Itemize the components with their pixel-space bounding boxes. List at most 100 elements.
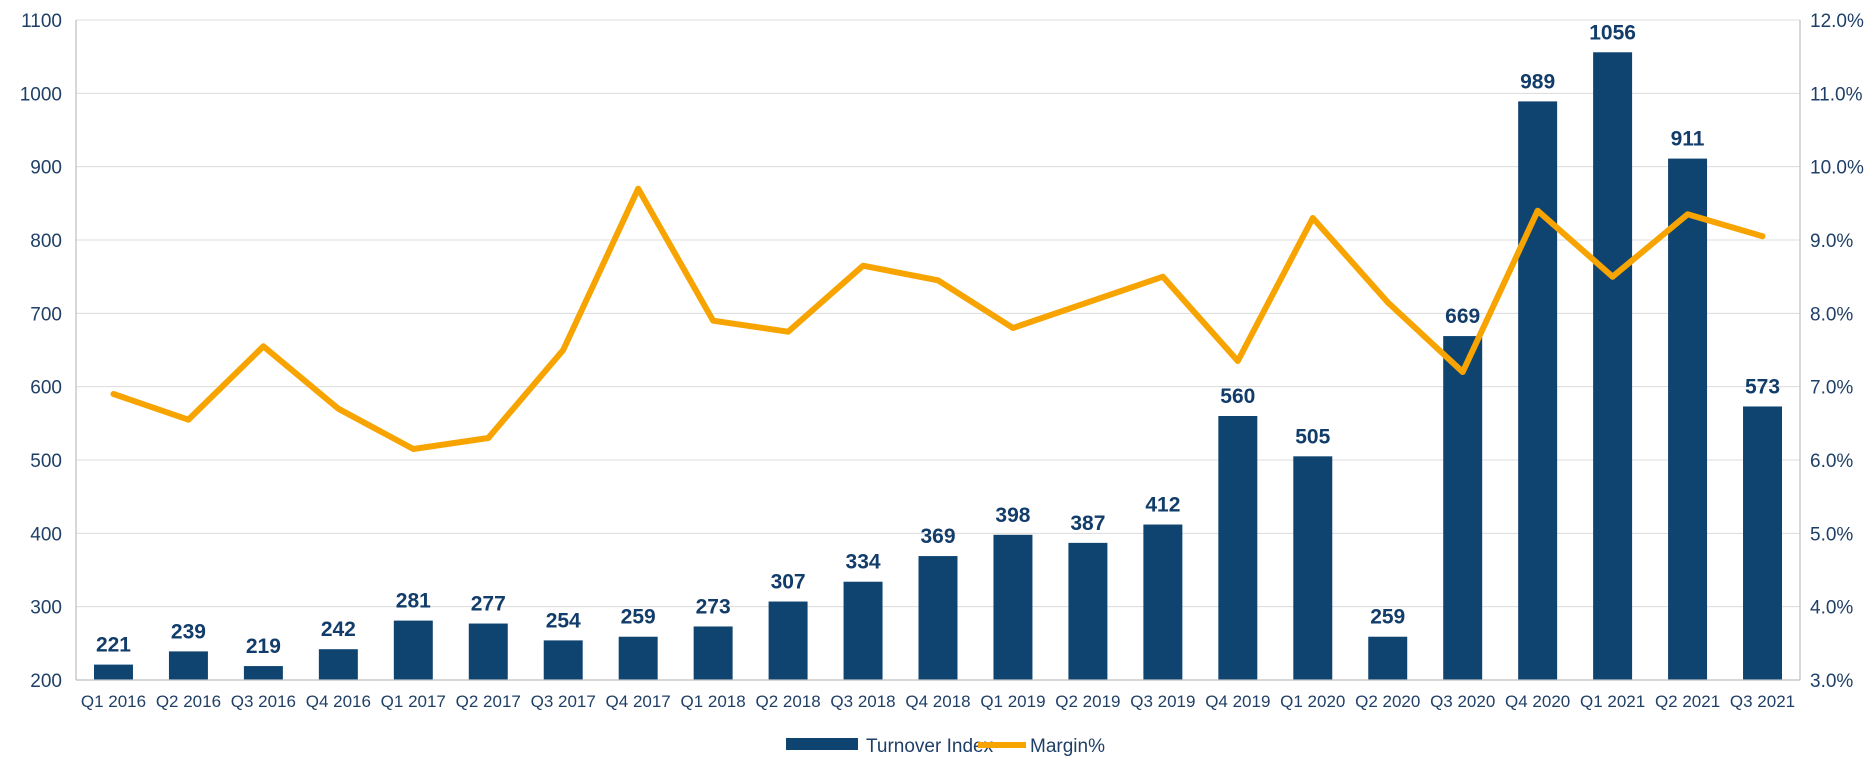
x-tick-label: Q4 2019 bbox=[1205, 692, 1270, 711]
left-y-tick-label: 700 bbox=[30, 304, 62, 325]
right-y-tick-label: 11.0% bbox=[1810, 84, 1863, 105]
x-tick-label: Q3 2021 bbox=[1730, 692, 1795, 711]
bar-data-label: 259 bbox=[1370, 606, 1405, 629]
bar-data-label: 273 bbox=[696, 595, 731, 618]
left-y-tick-label: 500 bbox=[30, 451, 62, 472]
bar-data-labels: 221 239 219 242 281 277 254 259 273 307 334 369 398 3… bbox=[96, 21, 1780, 658]
right-y-tick-label: 12.0% bbox=[1810, 11, 1864, 32]
legend-label-turnover-index: Turnover Index bbox=[866, 736, 994, 757]
right-y-tick-label: 4.0% bbox=[1810, 598, 1853, 619]
legend: Turnover Index Margin% bbox=[786, 736, 1105, 757]
bar bbox=[693, 626, 733, 680]
x-tick-label: Q4 2018 bbox=[905, 692, 970, 711]
bar-data-label: 281 bbox=[396, 590, 431, 613]
bar-data-label: 307 bbox=[771, 571, 806, 594]
bar-data-label: 669 bbox=[1445, 305, 1480, 328]
x-tick-label: Q4 2016 bbox=[306, 692, 371, 711]
bar bbox=[768, 601, 808, 680]
left-y-tick-label: 600 bbox=[30, 378, 62, 399]
bar bbox=[1443, 336, 1483, 680]
bar-data-label: 412 bbox=[1145, 494, 1180, 517]
bar bbox=[618, 636, 658, 680]
left-y-tick-label: 800 bbox=[30, 231, 62, 252]
bar bbox=[1218, 416, 1258, 680]
bar bbox=[543, 640, 583, 680]
bar-series-turnover-index bbox=[93, 52, 1783, 681]
left-y-tick-label: 400 bbox=[30, 524, 62, 545]
right-y-tick-label: 8.0% bbox=[1810, 304, 1853, 325]
bar bbox=[243, 666, 283, 680]
legend-swatch-turnover-index bbox=[786, 738, 858, 750]
bar bbox=[318, 649, 358, 680]
bar bbox=[843, 581, 883, 680]
left-y-tick-label: 300 bbox=[30, 598, 62, 619]
x-tick-label: Q1 2017 bbox=[381, 692, 446, 711]
x-axis: Q1 2016 Q2 2016 Q3 2016 Q4 2016 Q1 2017 Q2 20… bbox=[76, 679, 1800, 711]
x-tick-label: Q3 2020 bbox=[1430, 692, 1495, 711]
bar-data-label: 242 bbox=[321, 618, 356, 641]
x-tick-label: Q3 2019 bbox=[1130, 692, 1195, 711]
bar-data-label: 259 bbox=[621, 606, 656, 629]
legend-label-margin: Margin% bbox=[1030, 736, 1105, 757]
bar bbox=[1293, 456, 1333, 680]
x-tick-label: Q1 2020 bbox=[1280, 692, 1345, 711]
x-tick-label: Q2 2017 bbox=[456, 692, 521, 711]
x-tick-label: Q2 2020 bbox=[1355, 692, 1420, 711]
bar-data-label: 369 bbox=[920, 525, 955, 548]
left-y-tick-label: 900 bbox=[30, 158, 62, 179]
x-tick-label: Q3 2016 bbox=[231, 692, 296, 711]
bar bbox=[393, 620, 433, 680]
bar-data-label: 989 bbox=[1520, 70, 1555, 93]
left-y-tick-label: 1100 bbox=[21, 11, 62, 32]
left-y-tick-label: 200 bbox=[30, 671, 62, 692]
right-y-tick-label: 6.0% bbox=[1810, 451, 1853, 472]
bar bbox=[93, 664, 133, 680]
x-tick-label: Q1 2018 bbox=[681, 692, 746, 711]
left-y-axis: 200 300 400 500 600 700 800 900 1000 1100 bbox=[20, 11, 77, 692]
right-y-tick-label: 7.0% bbox=[1810, 378, 1853, 399]
line-series-margin bbox=[110, 185, 1766, 452]
gridlines bbox=[76, 19, 1800, 608]
x-tick-label: Q1 2021 bbox=[1580, 692, 1645, 711]
x-tick-label: Q1 2019 bbox=[980, 692, 1045, 711]
bar-data-label: 277 bbox=[471, 593, 506, 616]
margin-line bbox=[110, 185, 1766, 452]
bar-data-label: 219 bbox=[246, 635, 281, 658]
x-tick-label: Q2 2019 bbox=[1055, 692, 1120, 711]
x-tick-label: Q4 2017 bbox=[606, 692, 671, 711]
bar bbox=[1068, 542, 1108, 680]
right-y-tick-label: 9.0% bbox=[1810, 231, 1853, 252]
bar-data-label: 387 bbox=[1070, 512, 1105, 535]
bar-data-label: 398 bbox=[995, 504, 1030, 527]
bar-data-label: 1056 bbox=[1589, 21, 1636, 44]
bar-data-label: 573 bbox=[1745, 375, 1780, 398]
x-tick-label: Q3 2018 bbox=[830, 692, 895, 711]
bar bbox=[1593, 52, 1633, 681]
right-y-tick-label: 5.0% bbox=[1810, 524, 1853, 545]
bar bbox=[918, 556, 958, 680]
x-tick-label: Q2 2016 bbox=[156, 692, 221, 711]
bar-data-label: 254 bbox=[546, 609, 581, 632]
left-y-tick-label: 1000 bbox=[20, 84, 62, 105]
bar bbox=[993, 534, 1033, 680]
bar bbox=[1143, 524, 1183, 680]
bar-data-label: 560 bbox=[1220, 385, 1255, 408]
right-y-tick-label: 3.0% bbox=[1810, 671, 1853, 692]
bar bbox=[168, 651, 208, 680]
right-y-tick-label: 10.0% bbox=[1810, 158, 1864, 179]
bar bbox=[1368, 636, 1408, 680]
x-tick-label: Q2 2021 bbox=[1655, 692, 1720, 711]
bar-data-label: 221 bbox=[96, 634, 131, 657]
bar bbox=[1668, 158, 1708, 681]
bar-data-label: 505 bbox=[1295, 425, 1330, 448]
bar bbox=[1743, 406, 1783, 680]
bar-data-label: 911 bbox=[1671, 128, 1705, 151]
bar bbox=[1518, 101, 1558, 680]
bar-data-label: 334 bbox=[846, 551, 881, 574]
bar bbox=[468, 623, 508, 680]
x-tick-label: Q3 2017 bbox=[531, 692, 596, 711]
x-tick-label: Q4 2020 bbox=[1505, 692, 1570, 711]
right-y-axis: 3.0% 4.0% 5.0% 6.0% 7.0% 8.0% 9.0% 10.0% 11.0% 12… bbox=[1799, 11, 1864, 692]
bar-data-label: 239 bbox=[171, 620, 206, 643]
